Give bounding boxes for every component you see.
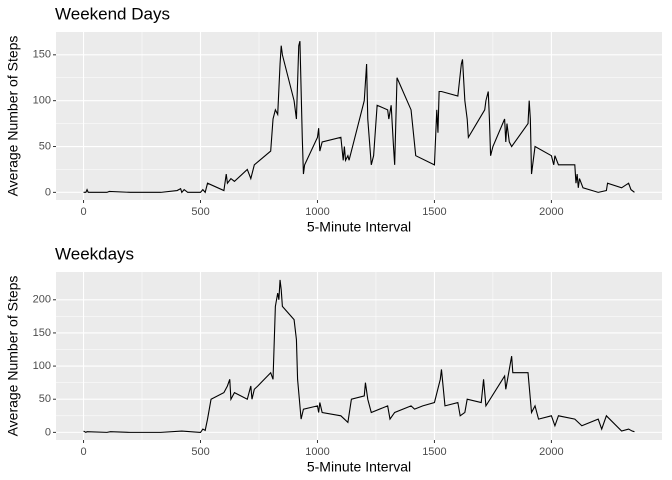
x-tick-label: 500 <box>191 206 209 218</box>
x-tick-label: 0 <box>80 206 86 218</box>
y-tick-label: 200 <box>33 294 51 306</box>
y-tick-label: 100 <box>33 95 51 107</box>
x-axis-label: 5-Minute Interval <box>307 219 411 235</box>
y-tick-label: 150 <box>33 49 51 61</box>
y-tick-label: 0 <box>45 186 51 198</box>
x-axis-label: 5-Minute Interval <box>307 459 411 475</box>
y-axis-label: Average Number of Steps <box>5 276 21 437</box>
x-tick-label: 2000 <box>539 206 563 218</box>
y-tick-label: 0 <box>45 426 51 438</box>
plot-background <box>56 32 662 200</box>
data-line <box>83 279 635 434</box>
y-tick-label: 50 <box>39 140 51 152</box>
y-tick-label: 50 <box>39 393 51 405</box>
x-tick-label: 1500 <box>422 206 446 218</box>
y-tick-label: 100 <box>33 360 51 372</box>
plot-background <box>56 272 662 440</box>
x-tick-label: 2000 <box>539 446 563 458</box>
chart-title: Weekdays <box>55 244 134 263</box>
x-tick-label: 500 <box>191 446 209 458</box>
x-tick-label: 1000 <box>305 446 329 458</box>
y-tick-label: 150 <box>33 327 51 339</box>
y-axis-label: Average Number of Steps <box>5 36 21 197</box>
data-line <box>83 40 635 194</box>
x-tick-label: 1500 <box>422 446 446 458</box>
chart-title: Weekend Days <box>55 4 170 23</box>
x-tick-label: 0 <box>80 446 86 458</box>
x-tick-label: 1000 <box>305 206 329 218</box>
